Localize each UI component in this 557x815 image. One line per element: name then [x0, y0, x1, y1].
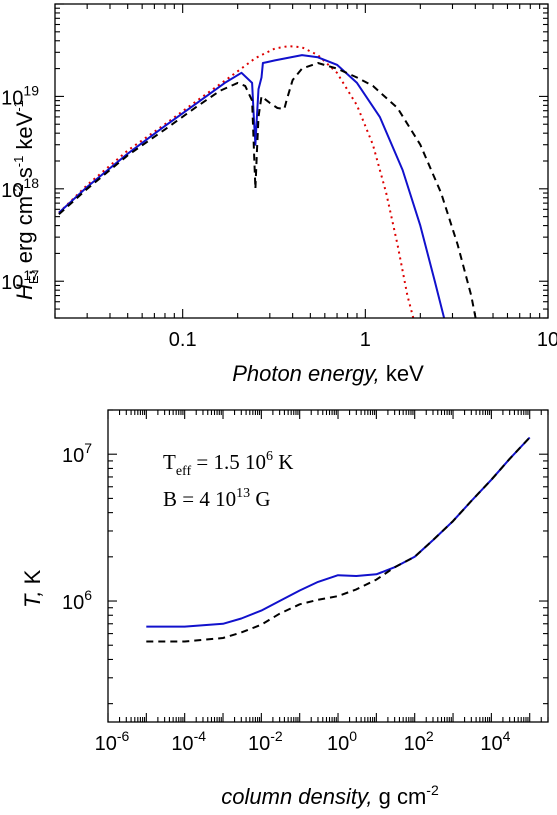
x-tick-label: 102: [404, 728, 434, 755]
y-axis-label: HE, erg cm-2 s-1 keV-1: [11, 100, 41, 300]
plot-frame: [107, 409, 549, 723]
y-axis-label: T, K: [20, 569, 45, 608]
x-tick-label: 10: [537, 329, 557, 351]
temperature-chart: 10-6 10-4 10-2 100 102 104 106 107 column densit…: [20, 409, 549, 809]
y-tick-label: 106: [62, 587, 92, 614]
y-tick-label: 1018: [1, 175, 39, 202]
spectrum-chart: 0.1 1 10 1017 1018 1019 Photon energy, keV HE, …: [1, 3, 557, 386]
series-line-1: [146, 436, 531, 643]
x-tick-label: 10-6: [95, 728, 130, 755]
plot-frame: [54, 3, 549, 319]
x-tick-label: 10-2: [248, 728, 283, 755]
series-line-2: [58, 62, 477, 318]
series-line-0: [58, 45, 415, 318]
annotation-teff: Teff = 1.5 106 K: [163, 449, 293, 479]
y-tick-label: 107: [62, 440, 92, 467]
x-tick-label: 100: [327, 728, 357, 755]
x-tick-label: 104: [480, 728, 510, 755]
y-tick-label: 1019: [1, 82, 39, 109]
axis-ticks: [54, 3, 549, 319]
annotation-bfield: B = 4 1013 G: [163, 486, 271, 511]
x-tick-label: 10-4: [171, 728, 206, 755]
x-axis-label: Photon energy, keV: [232, 361, 424, 386]
y-tick-label: 1017: [1, 267, 39, 294]
x-axis-label: column density, g cm-2: [221, 782, 439, 809]
series-line-1: [58, 54, 446, 318]
x-tick-label: 1: [360, 329, 371, 351]
axis-ticks: [107, 409, 549, 722]
x-tick-label: 0.1: [169, 329, 197, 351]
